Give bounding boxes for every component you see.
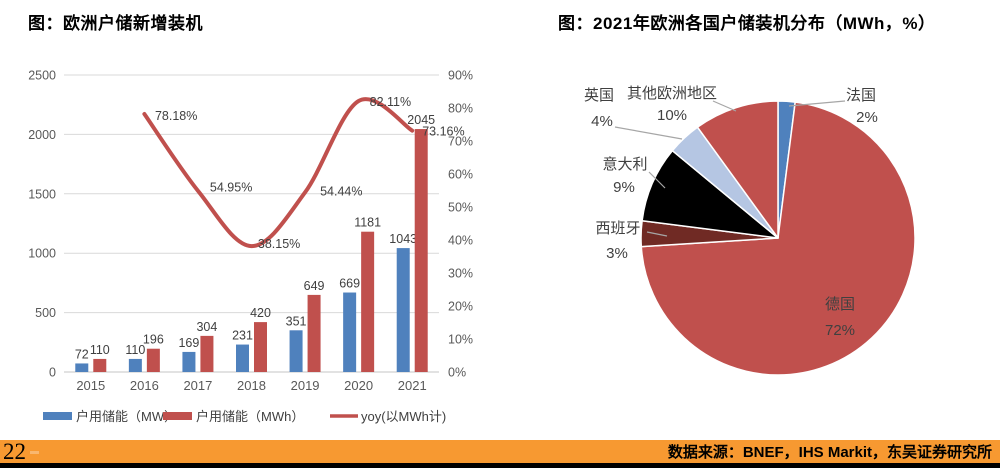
yoy-line xyxy=(142,97,415,249)
bar xyxy=(396,248,410,372)
left-axis-tick: 500 xyxy=(35,306,56,320)
bar-value-label: 72 xyxy=(75,347,89,361)
legend-swatch-mw xyxy=(43,412,72,420)
right-axis-tick: 90% xyxy=(448,69,473,83)
bar-value-label: 231 xyxy=(232,329,253,343)
pie-leader-line xyxy=(712,100,737,112)
x-axis-label: 2017 xyxy=(183,378,212,393)
pie-leader-line xyxy=(648,171,666,189)
bar xyxy=(75,363,89,372)
x-axis-label: 2019 xyxy=(291,378,320,393)
right-axis-tick: 70% xyxy=(448,135,473,149)
yoy-point-label: 78.18% xyxy=(155,109,197,123)
bar xyxy=(236,344,249,372)
yoy-point-label: 54.95% xyxy=(210,181,252,195)
pie-label-name: 其他欧洲地区 xyxy=(627,85,717,102)
bar-value-label: 110 xyxy=(125,343,145,357)
pie-leader-line xyxy=(788,100,846,107)
right-axis-tick: 60% xyxy=(448,168,473,182)
bar xyxy=(289,330,303,372)
pie-label-pct: 72% xyxy=(825,322,855,339)
pie-slice-5 xyxy=(696,100,779,239)
pie-label-pct: 2% xyxy=(856,109,878,126)
pie-label-name: 英国 xyxy=(584,86,614,104)
bar xyxy=(200,335,214,372)
bar-value-label: 649 xyxy=(304,279,325,293)
pie-label-pct: 3% xyxy=(606,245,628,262)
bar xyxy=(254,322,267,372)
right-axis-tick: 40% xyxy=(448,234,473,248)
pie-label-pct: 4% xyxy=(591,113,613,130)
footer-dash xyxy=(30,451,39,454)
pie-label-pct: 9% xyxy=(613,179,635,196)
bar-value-label: 669 xyxy=(339,277,360,291)
bar xyxy=(93,358,107,372)
legend-label-yoy: yoy(以MWh计) xyxy=(361,409,446,424)
right-axis-tick: 0% xyxy=(448,366,466,380)
bar xyxy=(307,294,321,372)
left-axis-tick: 2500 xyxy=(28,69,56,83)
pie-label-name: 德国 xyxy=(825,295,855,313)
bar xyxy=(361,231,375,372)
bar-value-label: 1181 xyxy=(354,216,381,230)
x-axis-label: 2020 xyxy=(344,378,373,393)
pie-label-name: 西班牙 xyxy=(595,220,640,237)
left-axis-tick: 1000 xyxy=(28,247,56,261)
bar-value-label: 1043 xyxy=(389,232,417,246)
bar-value-label: 351 xyxy=(286,314,307,328)
right-chart-title: 图：2021年欧洲各国户储装机分布（MWh，%） xyxy=(558,14,936,33)
bar xyxy=(414,129,428,372)
yoy-point-label: 38.15% xyxy=(258,237,300,251)
bar xyxy=(182,351,196,372)
footer-bar: 22 数据来源：BNEF，IHS Markit，东吴证券研究所 xyxy=(0,440,1000,463)
combo-chart: 0 500 1000 1500 2000 2500 0% 10% 20% 30% 40% 50% 60%… xyxy=(28,69,473,425)
page-number: 22 xyxy=(3,439,26,464)
data-source: 数据来源：BNEF，IHS Markit，东吴证券研究所 xyxy=(667,444,992,461)
left-axis-tick: 2000 xyxy=(28,128,56,142)
yoy-point-label: 54.44% xyxy=(320,184,362,198)
right-axis-tick: 10% xyxy=(448,333,473,347)
bar-value-label: 110 xyxy=(90,343,110,357)
pie-leader-line xyxy=(614,126,683,140)
bar xyxy=(128,358,142,372)
bar xyxy=(343,292,357,372)
pie-chart: 法国 2% 德国 72% 西班牙 3% 意大利 9% 英国 4% 其他欧洲地区 10% xyxy=(584,85,916,376)
bar-value-label: 2045 xyxy=(407,113,435,127)
bar xyxy=(146,348,160,372)
x-axis-label: 2016 xyxy=(130,378,159,393)
right-axis-tick: 80% xyxy=(448,102,473,116)
legend-label-mw: 户用储能（MW） xyxy=(76,409,177,424)
yoy-point-label: 73.16% xyxy=(422,125,464,139)
x-axis-label: 2021 xyxy=(398,378,427,393)
pie-leader-line xyxy=(646,231,668,237)
yoy-point-label: 82.11% xyxy=(370,95,411,109)
left-axis-tick: 0 xyxy=(49,366,56,380)
left-axis-tick: 1500 xyxy=(28,187,56,201)
pie-label-pct: 10% xyxy=(657,107,687,124)
bar-value-label: 196 xyxy=(143,333,164,347)
bar-value-label: 420 xyxy=(250,306,271,320)
pie-label-name: 法国 xyxy=(846,87,876,104)
legend-swatch-mwh xyxy=(163,412,192,420)
right-axis-tick: 50% xyxy=(448,201,473,215)
x-axis-label: 2018 xyxy=(237,378,266,393)
legend: 户用储能（MW） 户用储能（MWh） yoy(以MWh计) xyxy=(43,409,446,424)
bar-value-label: 169 xyxy=(178,336,199,350)
bar-value-label: 304 xyxy=(196,320,217,334)
right-axis-tick: 20% xyxy=(448,300,473,314)
x-axis-label: 2015 xyxy=(76,378,105,393)
legend-label-mwh: 户用储能（MWh） xyxy=(196,409,304,424)
right-axis-tick: 30% xyxy=(448,267,473,281)
bottom-black-strip xyxy=(0,463,1000,468)
left-chart-title: 图：欧洲户储新增装机 xyxy=(28,14,203,33)
pie-label-name: 意大利 xyxy=(602,155,647,173)
